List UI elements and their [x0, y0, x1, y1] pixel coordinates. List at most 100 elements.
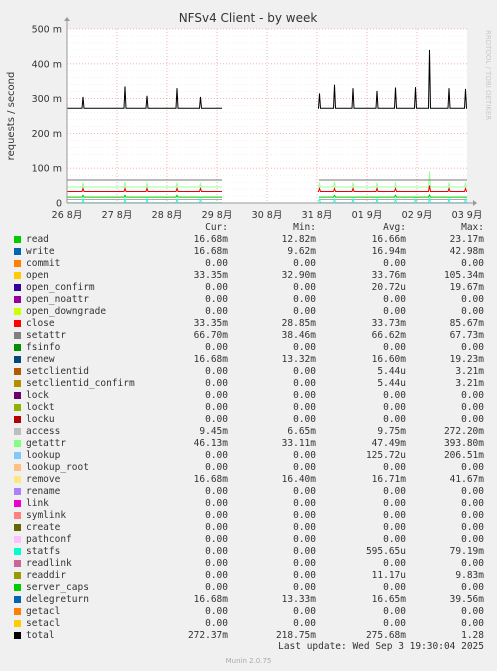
legend-row: close 33.35m 28.85m 33.73m 85.67m: [0, 318, 497, 330]
legend-cur: 0.00: [205, 390, 228, 401]
legend-cur: 0.00: [205, 294, 228, 305]
legend-max: 0.00: [461, 258, 484, 269]
legend-row: lockt 0.00 0.00 0.00 0.00: [0, 402, 497, 414]
legend-avg: 0.00: [383, 414, 406, 425]
legend-row: getattr 46.13m 33.11m 47.49m 393.80m: [0, 438, 497, 450]
legend-swatch: [14, 596, 21, 603]
axes: 0 100 m 200 m 300 m 400 m 500 m 26 8月 27 8月 28 8…: [32, 17, 482, 221]
grid: [67, 28, 467, 203]
legend-swatch: [14, 320, 21, 327]
munin-version: Munin 2.0.75: [225, 657, 272, 665]
legend-max: 0.00: [461, 402, 484, 413]
legend-cur: 0.00: [205, 402, 228, 413]
legend-row: total 272.37m 218.75m 275.68m 1.28: [0, 630, 497, 642]
legend-avg: 66.62m: [371, 330, 406, 341]
legend-avg: 125.72u: [365, 450, 406, 461]
last-update: Last update: Wed Sep 3 19:30:04 2025: [278, 641, 484, 652]
legend-swatch: [14, 452, 21, 459]
legend-row: lock 0.00 0.00 0.00 0.00: [0, 390, 497, 402]
legend-avg: 0.00: [383, 534, 406, 545]
legend-avg: 0.00: [383, 294, 406, 305]
legend-cur: 16.68m: [193, 234, 228, 245]
legend-row: fsinfo 0.00 0.00 0.00 0.00: [0, 342, 497, 354]
legend-name: server_caps: [26, 582, 89, 593]
legend-avg: 20.72u: [371, 282, 406, 293]
legend-swatch: [14, 500, 21, 507]
legend-avg: 0.00: [383, 486, 406, 497]
series-line: [67, 181, 222, 188]
legend-header-cell: Max:: [461, 222, 484, 233]
legend-name: rename: [26, 486, 61, 497]
legend-name: statfs: [26, 546, 61, 557]
legend-min: 0.00: [293, 366, 316, 377]
legend-swatch: [14, 620, 21, 627]
legend-swatch: [14, 536, 21, 543]
legend-cur: 33.35m: [193, 318, 228, 329]
x-tick-label: 27 8月: [102, 210, 133, 221]
legend-name: setattr: [26, 330, 67, 341]
legend-name: readdir: [26, 570, 67, 581]
legend-min: 0.00: [293, 486, 316, 497]
legend-avg: 0.00: [383, 402, 406, 413]
legend-swatch: [14, 548, 21, 555]
y-tick-label: 300 m: [32, 94, 62, 105]
legend-min: 28.85m: [281, 318, 316, 329]
legend-cur: 0.00: [205, 414, 228, 425]
legend-avg: 33.73m: [371, 318, 406, 329]
legend-row: open_confirm 0.00 0.00 20.72u 19.67m: [0, 282, 497, 294]
legend-cur: 46.13m: [193, 438, 228, 449]
legend-max: 0.00: [461, 558, 484, 569]
legend-cur: 0.00: [205, 366, 228, 377]
legend-row: setclientid 0.00 0.00 5.44u 3.21m: [0, 366, 497, 378]
legend-avg: 9.75m: [377, 426, 406, 437]
legend-min: 38.46m: [281, 330, 316, 341]
legend-swatch: [14, 560, 21, 567]
legend-cur: 0.00: [205, 282, 228, 293]
legend-row: commit 0.00 0.00 0.00 0.00: [0, 258, 497, 270]
series-getattr: [67, 171, 467, 188]
series-line: [67, 186, 222, 192]
legend-avg: 0.00: [383, 258, 406, 269]
y-tick-label: 500 m: [32, 25, 62, 36]
legend-min: 0.00: [293, 618, 316, 629]
legend-cur: 0.00: [205, 342, 228, 353]
legend-min: 9.62m: [287, 246, 316, 257]
legend-max: 0.00: [461, 342, 484, 353]
legend-row: server_caps 0.00 0.00 0.00 0.00: [0, 582, 497, 594]
legend-avg: 11.17u: [371, 570, 406, 581]
legend-min: 13.32m: [281, 354, 316, 365]
legend-swatch: [14, 392, 21, 399]
legend-max: 0.00: [461, 462, 484, 473]
legend-name: link: [26, 498, 49, 509]
legend-min: 0.00: [293, 342, 316, 353]
legend-min: 0.00: [293, 534, 316, 545]
legend-swatch: [14, 356, 21, 363]
legend-min: 0.00: [293, 498, 316, 509]
series-total: [67, 49, 467, 109]
x-tick-label: 02 9月: [402, 210, 433, 221]
legend-name: create: [26, 522, 61, 533]
legend-avg: 16.71m: [371, 474, 406, 485]
legend-row: access 9.45m 6.65m 9.75m 272.20m: [0, 426, 497, 438]
legend-max: 0.00: [461, 294, 484, 305]
legend-name: open_confirm: [26, 282, 95, 293]
legend-name: commit: [26, 258, 61, 269]
legend-max: 19.67m: [449, 282, 484, 293]
legend-avg: 16.66m: [371, 234, 406, 245]
legend-cur: 0.00: [205, 498, 228, 509]
y-tick-label: 100 m: [32, 164, 62, 175]
legend-header-cell: Min:: [293, 222, 316, 233]
legend-min: 13.33m: [281, 594, 316, 605]
legend-max: 0.00: [461, 606, 484, 617]
legend-min: 0.00: [293, 510, 316, 521]
legend-min: 0.00: [293, 282, 316, 293]
legend-swatch: [14, 440, 21, 447]
legend-row: remove 16.68m 16.40m 16.71m 41.67m: [0, 474, 497, 486]
legend-swatch: [14, 296, 21, 303]
legend-min: 0.00: [293, 390, 316, 401]
legend-name: remove: [26, 474, 61, 485]
legend-name: fsinfo: [26, 342, 61, 353]
legend-name: setclientid_confirm: [26, 378, 135, 389]
legend-swatch: [14, 236, 21, 243]
legend-min: 0.00: [293, 462, 316, 473]
